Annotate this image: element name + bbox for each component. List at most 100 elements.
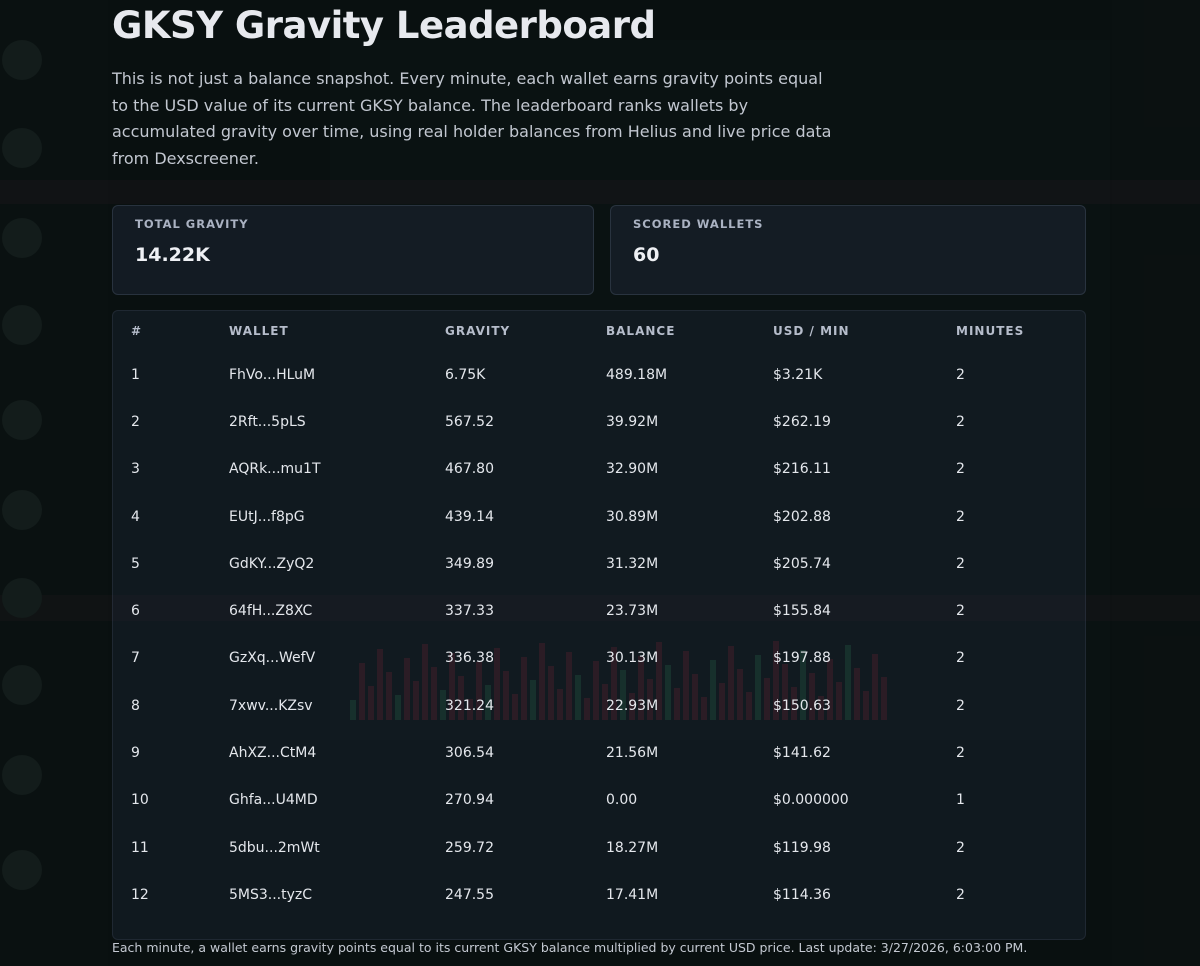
gravity-cell: 321.24 — [445, 697, 494, 714]
rank-cell: 8 — [131, 697, 140, 714]
wallet-link[interactable]: 5dbu...2mWt — [229, 839, 320, 856]
table-row: 1 FhVo...HLuM 6.75K 489.18M $3.21K 2 — [113, 351, 1085, 398]
table-row: 10 Ghfa...U4MD 270.94 0.00 $0.000000 1 — [113, 777, 1085, 824]
wallet-link[interactable]: GdKY...ZyQ2 — [229, 555, 315, 572]
usd-per-min-cell: $119.98 — [773, 839, 831, 856]
rank-cell: 4 — [131, 508, 140, 525]
gravity-cell: 270.94 — [445, 792, 494, 809]
wallet-link[interactable]: 2Rft...5pLS — [229, 413, 306, 430]
leaderboard-panel: # WALLET GRAVITY BALANCE USD / MIN MINUT… — [112, 310, 1086, 940]
usd-per-min-cell: $0.000000 — [773, 792, 849, 809]
wallet-link[interactable]: EUtJ...f8pG — [229, 508, 305, 525]
total-gravity-card: TOTAL GRAVITY 14.22K — [112, 205, 594, 295]
total-gravity-value: 14.22K — [135, 244, 210, 266]
footer-note: Each minute, a wallet earns gravity poin… — [112, 940, 1028, 955]
column-header-usd-per-min: USD / MIN — [773, 324, 850, 338]
minutes-cell: 2 — [956, 603, 965, 620]
leaderboard-body: 1 FhVo...HLuM 6.75K 489.18M $3.21K 2 2 2Rft...5… — [113, 351, 1085, 919]
balance-cell: 30.89M — [606, 508, 659, 525]
wallet-link[interactable]: AhXZ...CtM4 — [229, 745, 317, 762]
usd-per-min-cell: $216.11 — [773, 461, 831, 478]
balance-cell: 30.13M — [606, 650, 659, 667]
wallet-link[interactable]: AQRk...mu1T — [229, 461, 321, 478]
balance-cell: 21.56M — [606, 745, 659, 762]
rank-cell: 1 — [131, 366, 140, 383]
balance-cell: 39.92M — [606, 413, 659, 430]
minutes-cell: 2 — [956, 886, 965, 903]
usd-per-min-cell: $202.88 — [773, 508, 831, 525]
rank-cell: 12 — [131, 886, 149, 903]
table-row: 5 GdKY...ZyQ2 349.89 31.32M $205.74 2 — [113, 540, 1085, 587]
usd-per-min-cell: $197.88 — [773, 650, 831, 667]
balance-cell: 489.18M — [606, 366, 668, 383]
wallet-link[interactable]: 5MS3...tyzC — [229, 886, 313, 903]
rank-cell: 5 — [131, 555, 140, 572]
wallet-link[interactable]: 64fH...Z8XC — [229, 603, 313, 620]
rank-cell: 11 — [131, 839, 149, 856]
gravity-cell: 467.80 — [445, 461, 494, 478]
usd-per-min-cell: $262.19 — [773, 413, 831, 430]
wallet-link[interactable]: GzXq...WefV — [229, 650, 316, 667]
gravity-cell: 306.54 — [445, 745, 494, 762]
wallet-link[interactable]: Ghfa...U4MD — [229, 792, 318, 809]
balance-cell: 18.27M — [606, 839, 659, 856]
gravity-cell: 336.38 — [445, 650, 494, 667]
balance-cell: 0.00 — [606, 792, 638, 809]
usd-per-min-cell: $155.84 — [773, 603, 831, 620]
minutes-cell: 2 — [956, 697, 965, 714]
table-row: 7 GzXq...WefV 336.38 30.13M $197.88 2 — [113, 635, 1085, 682]
table-row: 9 AhXZ...CtM4 306.54 21.56M $141.62 2 — [113, 729, 1085, 776]
rank-cell: 10 — [131, 792, 149, 809]
table-row: 4 EUtJ...f8pG 439.14 30.89M $202.88 2 — [113, 493, 1085, 540]
gravity-cell: 567.52 — [445, 413, 494, 430]
minutes-cell: 2 — [956, 508, 965, 525]
minutes-cell: 2 — [956, 366, 965, 383]
table-row: 6 64fH...Z8XC 337.33 23.73M $155.84 2 — [113, 587, 1085, 634]
minutes-cell: 1 — [956, 792, 965, 809]
table-row: 11 5dbu...2mWt 259.72 18.27M $119.98 2 — [113, 824, 1085, 871]
table-row: 3 AQRk...mu1T 467.80 32.90M $216.11 2 — [113, 446, 1085, 493]
rank-cell: 7 — [131, 650, 140, 667]
gravity-cell: 6.75K — [445, 366, 486, 383]
usd-per-min-cell: $205.74 — [773, 555, 831, 572]
gravity-cell: 337.33 — [445, 603, 494, 620]
total-gravity-label: TOTAL GRAVITY — [135, 217, 249, 231]
rank-cell: 3 — [131, 461, 140, 478]
column-header-balance: BALANCE — [606, 324, 676, 338]
balance-cell: 31.32M — [606, 555, 659, 572]
column-header-minutes: MINUTES — [956, 324, 1025, 338]
rank-cell: 2 — [131, 413, 140, 430]
minutes-cell: 2 — [956, 745, 965, 762]
usd-per-min-cell: $141.62 — [773, 745, 831, 762]
balance-cell: 17.41M — [606, 886, 659, 903]
column-header-wallet: WALLET — [229, 324, 289, 338]
table-row: 8 7xwv...KZsv 321.24 22.93M $150.63 2 — [113, 682, 1085, 729]
scored-wallets-card: SCORED WALLETS 60 — [610, 205, 1086, 295]
balance-cell: 23.73M — [606, 603, 659, 620]
rank-cell: 9 — [131, 745, 140, 762]
table-header-row: # WALLET GRAVITY BALANCE USD / MIN MINUT… — [113, 311, 1085, 351]
column-header-rank: # — [131, 324, 143, 338]
minutes-cell: 2 — [956, 413, 965, 430]
rank-cell: 6 — [131, 603, 140, 620]
gravity-cell: 259.72 — [445, 839, 494, 856]
column-header-gravity: GRAVITY — [445, 324, 511, 338]
gravity-cell: 349.89 — [445, 555, 494, 572]
wallet-link[interactable]: FhVo...HLuM — [229, 366, 316, 383]
minutes-cell: 2 — [956, 555, 965, 572]
gravity-cell: 247.55 — [445, 886, 494, 903]
balance-cell: 22.93M — [606, 697, 659, 714]
usd-per-min-cell: $3.21K — [773, 366, 823, 383]
wallet-link[interactable]: 7xwv...KZsv — [229, 697, 313, 714]
balance-cell: 32.90M — [606, 461, 659, 478]
scored-wallets-label: SCORED WALLETS — [633, 217, 764, 231]
table-row: 12 5MS3...tyzC 247.55 17.41M $114.36 2 — [113, 871, 1085, 918]
minutes-cell: 2 — [956, 650, 965, 667]
gravity-cell: 439.14 — [445, 508, 494, 525]
scored-wallets-value: 60 — [633, 244, 660, 266]
page-title: GKSY Gravity Leaderboard — [112, 4, 656, 47]
page-description: This is not just a balance snapshot. Eve… — [112, 69, 832, 168]
usd-per-min-cell: $150.63 — [773, 697, 831, 714]
usd-per-min-cell: $114.36 — [773, 886, 831, 903]
